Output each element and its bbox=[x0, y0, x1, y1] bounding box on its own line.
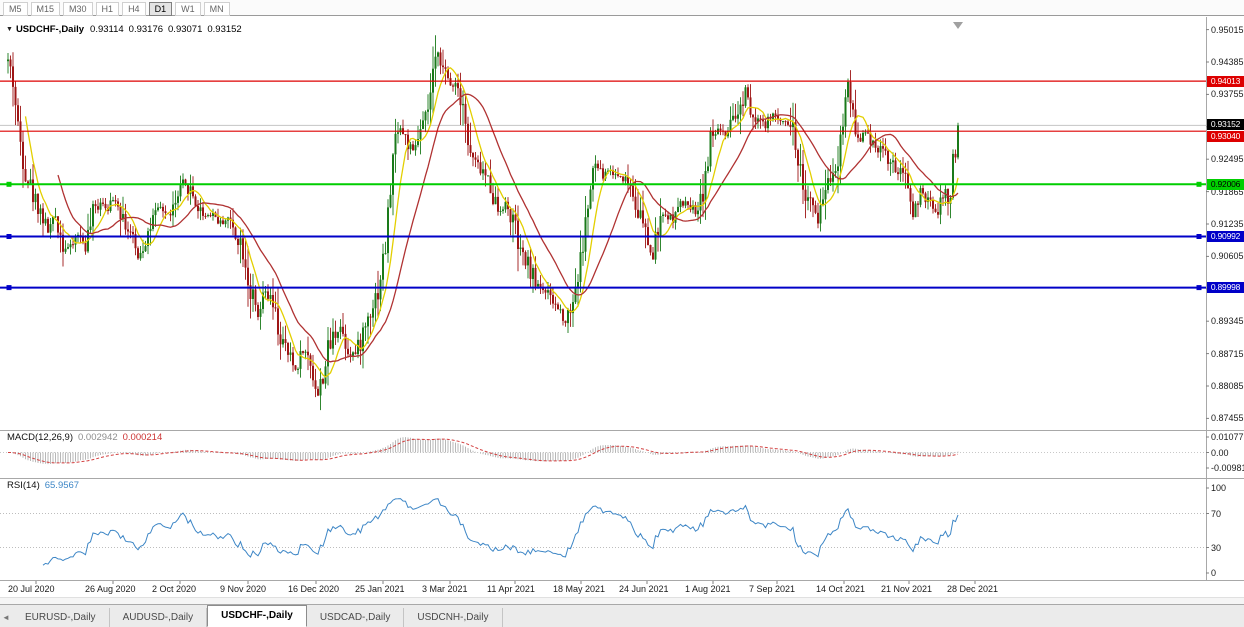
price-tick-label: 0.91865 bbox=[1211, 186, 1244, 197]
chart-tab-eurusd[interactable]: EURUSD-,Daily bbox=[12, 608, 110, 627]
ohlc-close: 0.93152 bbox=[207, 24, 242, 35]
level-line-handle[interactable] bbox=[1196, 285, 1202, 291]
level-line-handle[interactable] bbox=[1196, 234, 1202, 239]
rsi-indicator-label: RSI(14) 65.9567 bbox=[7, 480, 79, 491]
price-tick-label: 0.88085 bbox=[1211, 381, 1244, 391]
chart-tab-usdchf[interactable]: USDCHF-,Daily bbox=[207, 605, 307, 627]
date-label: 9 Nov 2020 bbox=[220, 584, 267, 594]
price-tick-label: 0.92495 bbox=[1211, 154, 1244, 165]
price-tick-label: 0.87455 bbox=[1211, 413, 1244, 424]
rsi-tick-label: 0 bbox=[1211, 568, 1217, 578]
price-badge: 0.92006 bbox=[1207, 178, 1244, 190]
date-label: 1 Aug 2021 bbox=[685, 584, 731, 594]
rsi-tick-label: 30 bbox=[1211, 542, 1222, 553]
moving-averages bbox=[24, 67, 959, 378]
date-label: 26 Aug 2020 bbox=[85, 584, 136, 594]
timeframe-button-m5[interactable]: M5 bbox=[3, 1, 28, 16]
rsi-pane bbox=[0, 498, 1206, 566]
date-label: 28 Dec 2021 bbox=[947, 584, 999, 594]
macd-tick-label: 0.010777 bbox=[1211, 432, 1244, 442]
timeframe-button-h1[interactable]: H1 bbox=[95, 1, 120, 16]
level-line-handle[interactable] bbox=[6, 234, 12, 239]
chart-tab-usdcnh[interactable]: USDCNH-,Daily bbox=[404, 608, 503, 627]
price-tick-label: 0.94385 bbox=[1211, 57, 1244, 67]
date-label: 11 Apr 2021 bbox=[487, 584, 535, 594]
price-tick-label: 0.91235 bbox=[1211, 219, 1244, 229]
macd-pane bbox=[0, 437, 1206, 465]
timeframe-toolbar: M5 M15 M30 H1 H4 D1 W1 MN bbox=[0, 0, 1244, 16]
macd-signal-value: 0.000214 bbox=[122, 432, 163, 443]
date-label: 18 May 2021 bbox=[553, 584, 606, 594]
date-label: 7 Sep 2021 bbox=[749, 584, 796, 594]
chart-end-marker-icon bbox=[953, 22, 963, 29]
rsi-tick-label: 70 bbox=[1211, 508, 1222, 519]
price-badge: 0.89998 bbox=[1207, 282, 1244, 294]
rsi-value: 65.9567 bbox=[44, 480, 80, 491]
price-tick-label: 0.90605 bbox=[1211, 251, 1244, 262]
price-badge: 0.94013 bbox=[1207, 75, 1244, 87]
price-badge: 0.93040 bbox=[1207, 130, 1244, 142]
date-label: 21 Nov 2021 bbox=[881, 584, 933, 594]
date-label: 25 Jan 2021 bbox=[355, 584, 405, 594]
candlesticks bbox=[7, 35, 959, 411]
symbol-period-label: USDCHF-,Daily bbox=[15, 24, 85, 35]
rsi-name: RSI(14) bbox=[7, 480, 40, 491]
price-badge: 0.93152 bbox=[1207, 118, 1244, 130]
chart-title: ▼ USDCHF-,Daily 0.93114 0.93176 0.93071 0.931… bbox=[6, 24, 247, 35]
timeframe-button-mn[interactable]: MN bbox=[203, 1, 230, 16]
timeframe-buttons: M5 M15 M30 H1 H4 D1 W1 MN bbox=[3, 0, 233, 17]
chart-tab-usdcad[interactable]: USDCAD-,Daily bbox=[307, 608, 405, 627]
ma-slow-line bbox=[57, 93, 959, 363]
macd-signal-line bbox=[8, 438, 959, 464]
macd-tick-label: -0.009813 bbox=[1211, 463, 1244, 473]
chart-menu-arrow-icon: ▼ bbox=[6, 26, 13, 33]
macd-tick-label: 0.00 bbox=[1211, 447, 1229, 458]
timeframe-button-d1[interactable]: D1 bbox=[148, 1, 173, 16]
price-badge: 0.90992 bbox=[1207, 231, 1244, 242]
price-tick-label: 0.88715 bbox=[1211, 348, 1244, 359]
price-tick-label: 0.93755 bbox=[1211, 89, 1244, 100]
chart-tab-audusd[interactable]: AUDUSD-,Daily bbox=[110, 608, 208, 627]
date-label: 16 Dec 2020 bbox=[288, 584, 340, 594]
level-line-handle[interactable] bbox=[6, 285, 12, 291]
macd-indicator-label: MACD(12,26,9) 0.002942 0.000214 bbox=[7, 432, 162, 443]
macd-name: MACD(12,26,9) bbox=[7, 432, 73, 443]
horizontal-scrollbar[interactable] bbox=[0, 597, 1244, 604]
timeframe-button-w1[interactable]: W1 bbox=[175, 1, 201, 16]
date-label: 2 Oct 2020 bbox=[152, 584, 197, 594]
price-tick-label: 0.95015 bbox=[1211, 24, 1244, 35]
rsi-line bbox=[42, 498, 959, 566]
ohlc-low: 0.93071 bbox=[168, 24, 203, 35]
timeframe-button-m30[interactable]: M30 bbox=[63, 1, 93, 16]
date-label: 14 Oct 2021 bbox=[816, 584, 866, 594]
ma-fast-line bbox=[24, 67, 959, 378]
chart-tabs-bar: ◄ EURUSD-,Daily AUDUSD-,Daily USDCHF-,Dail… bbox=[0, 604, 1244, 627]
ohlc-high: 0.93176 bbox=[128, 24, 164, 35]
level-line-handle[interactable] bbox=[6, 181, 12, 187]
date-label: 20 Jul 2020 bbox=[8, 584, 55, 594]
rsi-tick-label: 100 bbox=[1211, 483, 1227, 493]
timeframe-button-m15[interactable]: M15 bbox=[30, 1, 61, 16]
level-line-handle[interactable] bbox=[1196, 181, 1202, 187]
macd-value: 0.002942 bbox=[78, 432, 118, 443]
tab-scroll-left-icon[interactable]: ◄ bbox=[2, 613, 10, 622]
date-label: 3 Mar 2021 bbox=[422, 584, 468, 594]
chart-tabs: EURUSD-,Daily AUDUSD-,Daily USDCHF-,Daily U… bbox=[12, 605, 503, 627]
timeframe-button-h4[interactable]: H4 bbox=[122, 1, 146, 16]
ohlc-open: 0.93114 bbox=[90, 24, 124, 35]
date-label: 24 Jun 2021 bbox=[619, 584, 669, 594]
price-tick-label: 0.89345 bbox=[1211, 316, 1244, 327]
